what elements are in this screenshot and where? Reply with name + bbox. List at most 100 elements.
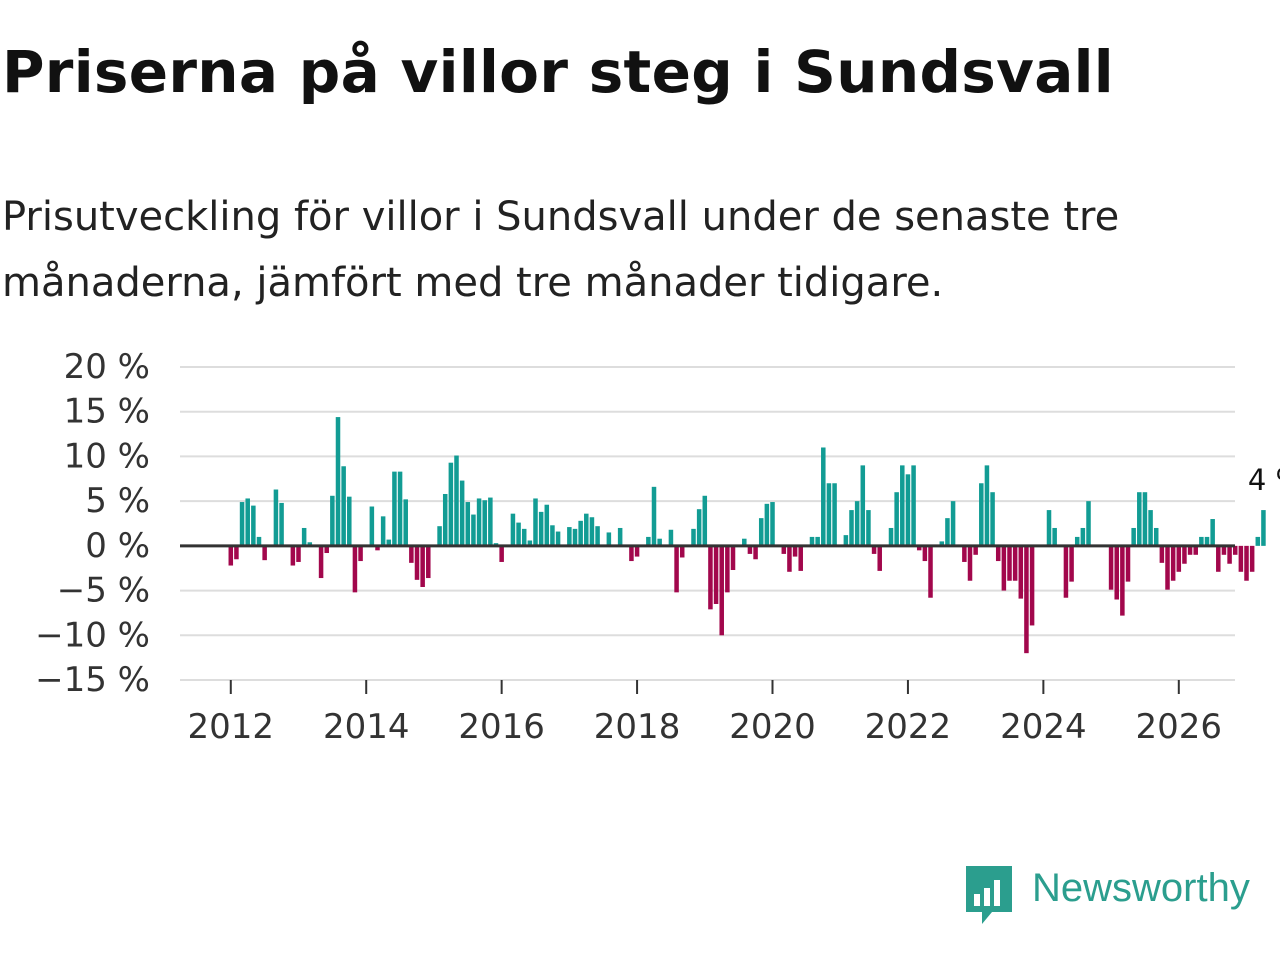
x-tick-label: 2024	[1000, 707, 1087, 747]
bar	[1131, 527, 1136, 546]
bar	[1249, 545, 1255, 572]
bar	[1052, 527, 1057, 546]
bar	[318, 545, 324, 579]
bar	[1204, 536, 1210, 546]
x-tick-label: 2022	[865, 707, 952, 747]
bar	[967, 545, 973, 581]
bar	[849, 510, 854, 546]
bar	[442, 493, 448, 546]
bar	[939, 541, 945, 546]
bar	[1024, 545, 1029, 654]
bar	[476, 498, 482, 546]
bar	[375, 545, 380, 551]
bar	[1018, 545, 1024, 599]
bar	[719, 545, 724, 636]
y-tick-label: 5 %	[85, 481, 150, 521]
bar	[1261, 510, 1266, 546]
bar	[606, 532, 612, 546]
bar	[798, 545, 803, 571]
y-tick-label: −10 %	[35, 615, 150, 655]
bar	[1159, 545, 1165, 563]
bar	[369, 506, 375, 546]
bar	[1086, 501, 1091, 546]
bar	[324, 545, 329, 554]
end-value-label: 4 %	[1248, 463, 1280, 497]
bar	[1125, 545, 1131, 582]
bar	[1108, 545, 1114, 590]
bar	[1182, 545, 1187, 564]
bar	[409, 545, 414, 563]
bar	[279, 502, 284, 546]
bar	[702, 495, 708, 546]
bar-series	[228, 417, 1266, 654]
bar	[1148, 510, 1153, 546]
bar	[1210, 519, 1215, 546]
bar	[533, 498, 538, 546]
bar	[679, 545, 685, 558]
bar	[894, 492, 899, 546]
bar	[877, 545, 882, 571]
bar	[516, 522, 521, 546]
bar	[454, 455, 459, 546]
bar	[1029, 545, 1035, 626]
bar	[696, 509, 702, 546]
bar	[1142, 492, 1148, 546]
bar	[1114, 545, 1119, 600]
bar	[1221, 545, 1227, 555]
bar	[866, 510, 871, 546]
bar	[347, 496, 352, 546]
bar	[380, 516, 386, 546]
bar	[358, 545, 363, 562]
bar	[1199, 536, 1204, 546]
bar	[527, 540, 533, 546]
bar	[437, 526, 442, 546]
x-tick-label: 2016	[458, 707, 545, 747]
bar	[459, 480, 465, 546]
bar	[471, 514, 476, 546]
bar	[770, 502, 775, 546]
x-tick-label: 2018	[594, 707, 681, 747]
bar	[1080, 527, 1086, 546]
bar	[273, 489, 279, 546]
bar	[922, 545, 928, 562]
bar	[916, 545, 922, 551]
bar	[301, 527, 307, 546]
bar	[911, 465, 916, 546]
x-tick-label: 2026	[1136, 707, 1223, 747]
bar	[228, 545, 234, 566]
newsworthy-logo-icon	[966, 866, 1012, 924]
subtitle: Prisutveckling för villor i Sundsvall un…	[2, 194, 1120, 306]
y-tick-label: 10 %	[64, 436, 150, 476]
bar	[1012, 545, 1018, 581]
page-title: Priserna på villor steg i Sundsvall	[2, 38, 1114, 106]
bar	[1193, 545, 1198, 555]
bar	[555, 531, 561, 546]
bar	[239, 502, 245, 546]
bar	[1187, 545, 1193, 555]
bar	[397, 471, 403, 546]
bar	[482, 500, 487, 546]
bar	[888, 527, 894, 546]
bar	[1137, 492, 1142, 546]
bar	[392, 471, 397, 546]
bar	[521, 528, 527, 546]
bar	[584, 513, 589, 546]
bar	[730, 545, 736, 571]
bar	[595, 526, 600, 546]
bar	[815, 536, 820, 546]
bar	[843, 535, 849, 546]
bar	[256, 536, 262, 546]
y-axis: 20 % 15 %10 % 5 % 0 % −5 %−10 % −15 %	[35, 347, 150, 700]
bar	[567, 527, 572, 546]
bar	[499, 545, 504, 562]
bar	[984, 465, 990, 546]
bar	[1255, 536, 1261, 546]
bar	[742, 538, 747, 546]
bar	[330, 495, 335, 546]
bar	[488, 497, 493, 546]
bar	[1069, 545, 1074, 582]
bar	[1007, 545, 1012, 581]
bar	[1046, 510, 1052, 546]
bar	[758, 518, 764, 546]
bar	[787, 545, 792, 572]
